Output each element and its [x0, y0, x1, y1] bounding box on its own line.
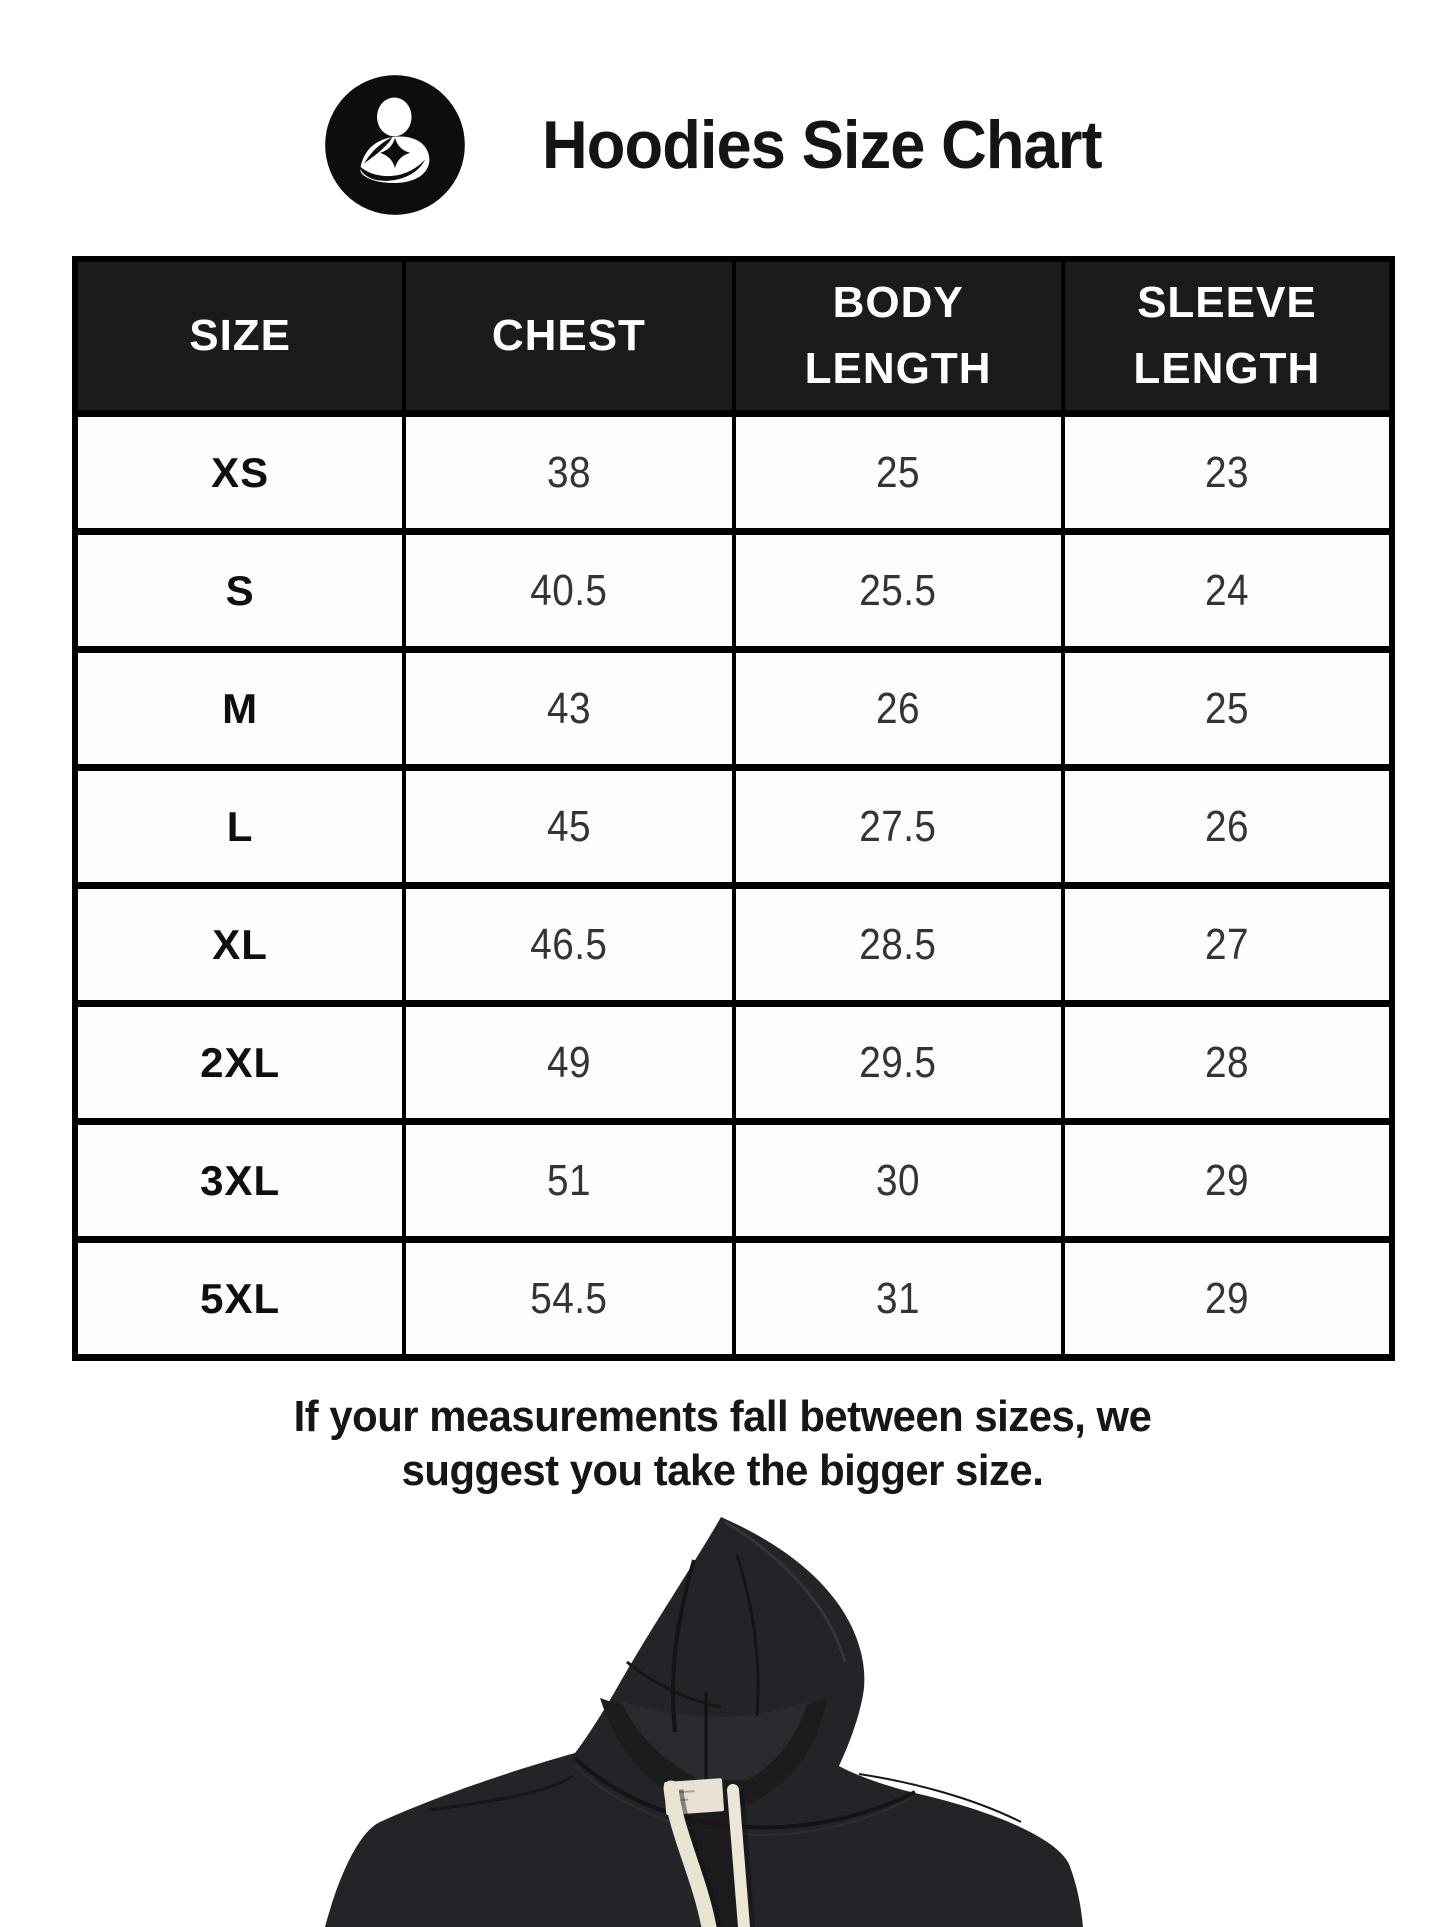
chest-value: 45 [402, 764, 736, 889]
table-row: 3XL 51 30 29 [72, 1118, 1395, 1243]
chest-value: 40.5 [402, 528, 736, 653]
chest-value: 38 [402, 410, 736, 535]
sleeve-length-value: 27 [1060, 882, 1395, 1007]
sizing-note-line: suggest you take the bigger size. [401, 1445, 1044, 1495]
sizing-note: If your measurements fall between sizes,… [0, 1390, 1445, 1497]
col-header-chest: CHEST [402, 256, 736, 417]
col-header-body-length: BODY LENGTH [731, 256, 1065, 417]
sleeve-length-value: 29 [1060, 1118, 1395, 1243]
size-label: XL [72, 882, 407, 1007]
page-header: Hoodies Size Chart [0, 72, 1445, 218]
size-label: L [72, 764, 407, 889]
body-length-value: 27.5 [731, 764, 1065, 889]
body-length-value: 28.5 [731, 882, 1065, 1007]
table-row: M 43 26 25 [72, 646, 1395, 771]
person-with-star-logo-icon [324, 75, 465, 215]
table-header-row: SIZE CHEST BODY LENGTH SLEEVE LENGTH [72, 256, 1395, 417]
sleeve-length-value: 25 [1060, 646, 1395, 771]
table-row: 2XL 49 29.5 28 [72, 1000, 1395, 1125]
table-row: L 45 27.5 26 [72, 764, 1395, 889]
table-row: XL 46.5 28.5 27 [72, 882, 1395, 1007]
body-length-value: 29.5 [731, 1000, 1065, 1125]
sleeve-length-value: 28 [1060, 1000, 1395, 1125]
chest-value: 51 [402, 1118, 736, 1243]
sleeve-length-value: 26 [1060, 764, 1395, 889]
body-length-value: 25 [731, 410, 1065, 535]
col-header-size: SIZE [72, 256, 407, 417]
body-length-value: 31 [731, 1236, 1065, 1361]
table-row: XS 38 25 23 [72, 410, 1395, 535]
chest-value: 49 [402, 1000, 736, 1125]
hoodie-photo-illustration [324, 1517, 1083, 1927]
col-header-sleeve-length: SLEEVE LENGTH [1060, 256, 1395, 417]
table-row: 5XL 54.5 31 29 [72, 1236, 1395, 1361]
chest-value: 54.5 [402, 1236, 736, 1361]
size-label: M [72, 646, 407, 771]
chest-value: 43 [402, 646, 736, 771]
body-length-value: 26 [731, 646, 1065, 771]
sleeve-length-value: 29 [1060, 1236, 1395, 1361]
page-title: Hoodies Size Chart [541, 107, 1102, 183]
table-row: S 40.5 25.5 24 [72, 528, 1395, 653]
size-chart-table: SIZE CHEST BODY LENGTH SLEEVE LENGTH XS … [72, 256, 1395, 1361]
sizing-note-line: If your measurements fall between sizes,… [293, 1392, 1152, 1441]
body-length-value: 30 [731, 1118, 1065, 1243]
size-label: S [72, 528, 407, 653]
size-label: 5XL [72, 1236, 407, 1361]
body-length-value: 25.5 [731, 528, 1065, 653]
sleeve-length-value: 23 [1060, 410, 1395, 535]
hoodie-image [317, 1503, 1129, 1927]
size-label: XS [72, 410, 407, 535]
size-label: 3XL [72, 1118, 407, 1243]
sleeve-length-value: 24 [1060, 528, 1395, 653]
brand-logo [323, 73, 467, 217]
chest-value: 46.5 [402, 882, 736, 1007]
size-label: 2XL [72, 1000, 407, 1125]
